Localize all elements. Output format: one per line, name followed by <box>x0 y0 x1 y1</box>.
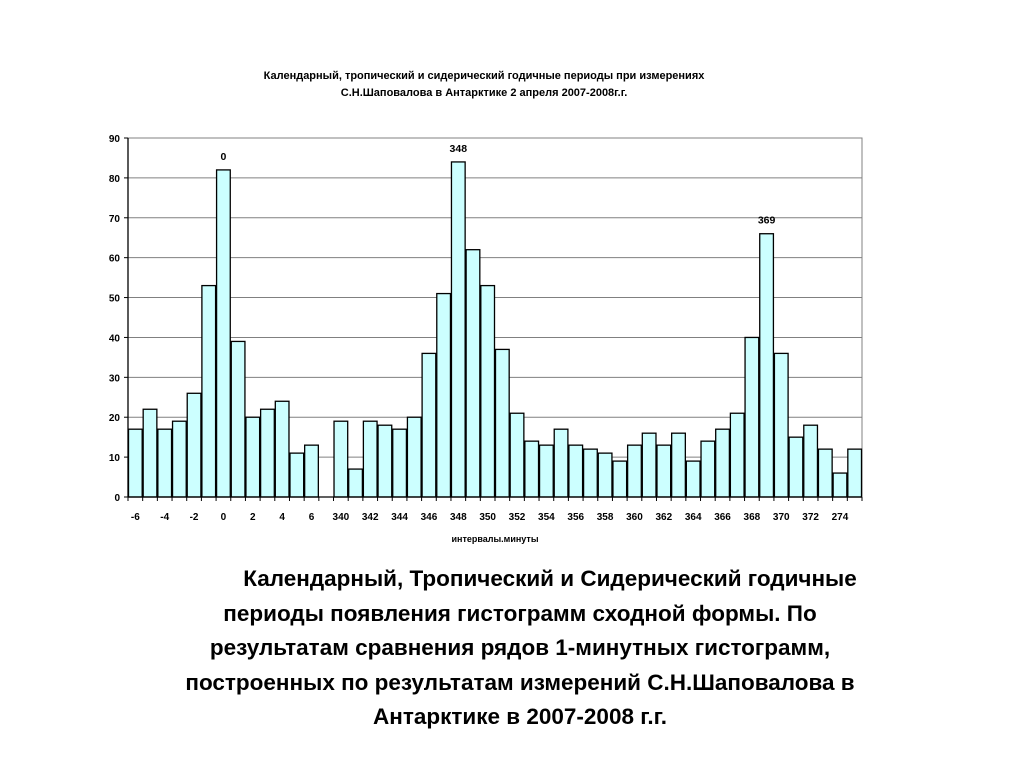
y-tick-label: 60 <box>109 254 121 265</box>
y-tick-label: 50 <box>109 294 121 305</box>
histogram-bar <box>729 412 745 498</box>
x-tick-label: 4 <box>279 512 285 523</box>
chart-title-line-1: Календарный, тропический и сидерический … <box>263 70 705 82</box>
histogram-bar <box>803 424 819 498</box>
x-tick-label: 6 <box>309 512 315 523</box>
histogram-bar <box>582 448 598 498</box>
x-tick-label: 348 <box>450 512 467 523</box>
histogram-bar <box>421 352 437 498</box>
histogram-bar <box>568 444 584 498</box>
histogram-bar <box>494 348 510 498</box>
x-axis-label: интервалы.минуты <box>451 534 538 544</box>
y-tick-label: 20 <box>109 413 121 424</box>
histogram-bar <box>832 472 848 498</box>
histogram-bar <box>127 428 143 498</box>
histogram-bar <box>362 420 378 498</box>
histogram-bar <box>186 392 202 498</box>
caption-line-4: построенных по результатам измерений С.Н… <box>185 669 855 695</box>
histogram-bar <box>656 444 672 498</box>
x-tick-label: 364 <box>685 512 702 523</box>
peak-annotation: 369 <box>758 215 776 227</box>
caption-line-2: периоды появления гистограмм сходной фор… <box>223 600 817 626</box>
x-tick-label: -4 <box>160 512 169 523</box>
histogram-bar <box>392 428 408 498</box>
histogram-bar <box>171 420 187 498</box>
histogram-bar <box>553 428 569 498</box>
y-tick-label: 80 <box>109 174 121 185</box>
peak-annotation: 0 <box>220 151 226 163</box>
histogram-bar <box>597 452 613 498</box>
histogram-bar <box>773 352 789 498</box>
x-tick-label: 362 <box>655 512 672 523</box>
histogram-bar <box>817 448 833 498</box>
histogram-bar <box>524 440 540 498</box>
peak-annotation: 348 <box>450 143 468 155</box>
y-tick-label: 40 <box>109 333 121 344</box>
y-tick-label: 70 <box>109 214 121 225</box>
histogram-bar <box>715 428 731 498</box>
x-tick-label: 274 <box>832 512 849 523</box>
x-tick-label: 358 <box>597 512 614 523</box>
histogram-bar <box>245 416 261 498</box>
histogram-bar <box>450 161 466 498</box>
histogram-bar <box>377 424 393 498</box>
histogram-bar <box>289 452 305 498</box>
histogram-bar <box>744 336 760 498</box>
y-tick-label: 10 <box>109 453 121 464</box>
x-tick-label: 340 <box>333 512 350 523</box>
histogram-bar <box>142 408 158 498</box>
histogram-bar <box>436 292 452 498</box>
caption-line-1: Календарный, Тропический и Сидерический … <box>243 566 857 591</box>
histogram-bar <box>157 428 173 498</box>
histogram-bar <box>700 440 716 498</box>
histogram-bar <box>406 416 422 498</box>
histogram-bar <box>274 400 290 498</box>
histogram-bar <box>788 436 804 498</box>
x-tick-label: 342 <box>362 512 379 523</box>
histogram-bar <box>230 340 246 498</box>
x-tick-label: 372 <box>802 512 819 523</box>
x-tick-label: -6 <box>131 512 140 523</box>
y-tick-label: 30 <box>109 373 121 384</box>
histogram-bar <box>509 412 525 498</box>
histogram-bar <box>480 284 496 498</box>
histogram-bar <box>259 408 275 498</box>
y-tick-label: 0 <box>114 493 120 504</box>
caption-line-3: результатам сравнения рядов 1-минутных г… <box>209 635 831 660</box>
slide-caption: Календарный, Тропический и Сидерический … <box>60 562 980 735</box>
y-tick-label: 90 <box>109 134 121 145</box>
x-tick-label: 354 <box>538 512 555 523</box>
histogram-bar <box>201 284 217 498</box>
chart-title-line-2: С.Н.Шаповалова в Антарктике 2 апреля 200… <box>340 87 628 99</box>
histogram-bar <box>626 444 642 498</box>
x-tick-label: 350 <box>479 512 496 523</box>
histogram-chart: 0 10 20 30 40 50 60 70 80 90 -6 -4 -2 0 2 4 6 340 342 344 34… <box>109 134 863 544</box>
x-tick-label: 356 <box>567 512 584 523</box>
x-tick-label: 346 <box>421 512 438 523</box>
histogram-bar <box>348 468 364 498</box>
histogram-bar <box>847 448 863 498</box>
histogram-bar <box>538 444 554 498</box>
caption-line-5: Антарктике в 2007-2008 г.г. <box>373 704 667 729</box>
x-tick-label: 366 <box>714 512 731 523</box>
x-tick-label: 370 <box>773 512 790 523</box>
x-tick-label: 360 <box>626 512 643 523</box>
histogram-bar <box>215 169 231 498</box>
x-tick-label: 352 <box>509 512 526 523</box>
x-tick-label: 2 <box>250 512 256 523</box>
histogram-bar <box>465 249 481 498</box>
histogram-bar <box>641 432 657 498</box>
x-tick-label: 368 <box>744 512 761 523</box>
histogram-bar <box>304 444 319 498</box>
x-tick-label: 344 <box>391 512 408 523</box>
histogram-bar <box>759 233 775 498</box>
histogram-bar <box>685 460 701 498</box>
histogram-bar <box>671 432 686 498</box>
histogram-bar <box>612 460 628 498</box>
x-tick-label: -2 <box>190 512 199 523</box>
histogram-bar <box>333 420 349 498</box>
x-tick-label: 0 <box>221 512 227 523</box>
